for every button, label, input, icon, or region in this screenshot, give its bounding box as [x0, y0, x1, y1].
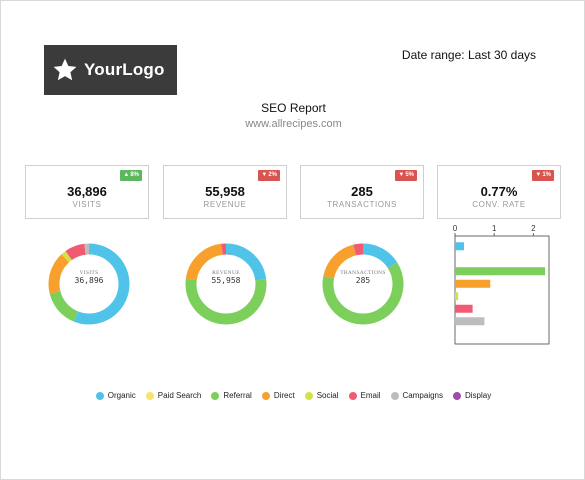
donut-center: TRANSACTIONS 285: [321, 270, 405, 285]
x-tick-label: 0: [453, 224, 458, 233]
donut-label: REVENUE: [212, 270, 240, 276]
bar-organic: [455, 242, 465, 251]
legend-swatch: [261, 391, 270, 400]
bar-campaigns: [455, 317, 485, 326]
legend-item-paid-search: Paid Search: [145, 391, 202, 400]
legend-label: Paid Search: [157, 391, 202, 400]
donut-value: 36,896: [74, 276, 104, 285]
legend-item-display: Display: [453, 391, 491, 400]
bar-direct: [455, 279, 491, 288]
change-value: 1%: [542, 172, 551, 178]
bar-chart: 0 1 2: [437, 216, 553, 346]
legend-item-social: Social: [304, 391, 339, 400]
kpi-card-transactions: ▼ 5% 285 TRANSACTIONS: [300, 165, 424, 219]
arrow-down-icon: ▼: [398, 172, 405, 178]
legend-label: Display: [465, 391, 492, 400]
report-site: www.allrecipes.com: [245, 118, 342, 130]
legend-label: Social: [316, 391, 339, 400]
star-icon: [53, 58, 77, 81]
change-value: 5%: [405, 172, 414, 178]
x-tick-label: 1: [492, 224, 497, 233]
donut-slice-referral: [185, 243, 267, 325]
donut-slice-referral: [322, 243, 404, 325]
legend-item-referral: Referral: [211, 391, 252, 400]
change-badge: ▲ 8%: [120, 170, 142, 181]
legend-swatch: [453, 391, 461, 400]
kpi-value: 285: [351, 184, 373, 199]
legend-swatch: [95, 391, 104, 400]
legend-label: Campaigns: [402, 391, 443, 400]
donut-label: TRANSACTIONS: [340, 270, 386, 276]
kpi-value: 55,958: [205, 184, 245, 199]
bar-chart-svg: 0 1 2: [453, 224, 550, 345]
legend-swatch: [211, 391, 220, 400]
legend-label: Organic: [107, 391, 136, 400]
legend-swatch: [304, 391, 313, 400]
kpi-value: 0.77%: [480, 184, 518, 199]
legend-item-email: Email: [348, 391, 381, 400]
donut-value: 285: [355, 276, 371, 285]
legend-swatch: [348, 391, 357, 400]
legend-item-organic: Organic: [95, 391, 136, 400]
legend-label: Direct: [273, 391, 295, 400]
logo-text: YourLogo: [84, 60, 165, 79]
date-range: Date range: Last 30 days: [401, 48, 536, 62]
donut-slice-email: [185, 243, 267, 325]
bar-referral: [455, 267, 546, 276]
donut-center: REVENUE 55,958: [184, 270, 268, 285]
donut-chart-visits: VISITS 36,896: [47, 234, 131, 334]
donut-chart-revenue: REVENUE 55,958: [184, 234, 268, 334]
kpi-label: TRANSACTIONS: [327, 200, 397, 209]
logo: YourLogo: [44, 45, 177, 95]
arrow-up-icon: ▲: [123, 172, 130, 178]
donut-svg: [48, 243, 130, 325]
donut-label: VISITS: [79, 270, 99, 276]
bar-social: [455, 292, 459, 301]
change-value: 2%: [268, 172, 277, 178]
donut-slice-email: [322, 243, 404, 325]
legend-item-campaigns: Campaigns: [390, 391, 443, 400]
legend-item-direct: Direct: [261, 391, 295, 400]
kpi-card-revenue: ▼ 2% 55,958 REVENUE: [163, 165, 287, 219]
kpi-label: REVENUE: [203, 200, 247, 209]
change-badge: ▼ 1%: [532, 170, 554, 181]
donut-slice-campaigns: [48, 243, 130, 325]
kpi-card-visits: ▲ 8% 36,896 VISITS: [25, 165, 149, 219]
kpi-value: 36,896: [67, 184, 107, 199]
legend-swatch: [145, 391, 154, 400]
donut-slice-direct: [48, 243, 130, 325]
donut-center: VISITS 36,896: [47, 270, 131, 285]
report-title: SEO Report: [261, 101, 326, 115]
arrow-down-icon: ▼: [261, 172, 268, 178]
legend-label: Referral: [223, 391, 252, 400]
donut-svg: [322, 243, 404, 325]
donut-svg: [185, 243, 267, 325]
kpi-card-conv-rate: ▼ 1% 0.77% CONV. RATE: [437, 165, 561, 219]
change-value: 8%: [130, 172, 139, 178]
arrow-down-icon: ▼: [535, 172, 542, 178]
legend: Organic Paid Search Referral Direct Social Em…: [1, 391, 585, 400]
kpi-label: CONV. RATE: [472, 200, 526, 209]
plot-frame: [454, 235, 550, 345]
donut-chart-transactions: TRANSACTIONS 285: [321, 234, 405, 334]
change-badge: ▼ 2%: [258, 170, 280, 181]
change-badge: ▼ 5%: [395, 170, 417, 181]
donut-value: 55,958: [211, 276, 241, 285]
kpi-label: VISITS: [72, 200, 102, 209]
legend-label: Email: [360, 391, 381, 400]
bar-email: [455, 304, 473, 313]
legend-swatch: [390, 391, 399, 400]
x-tick-label: 2: [531, 224, 536, 233]
